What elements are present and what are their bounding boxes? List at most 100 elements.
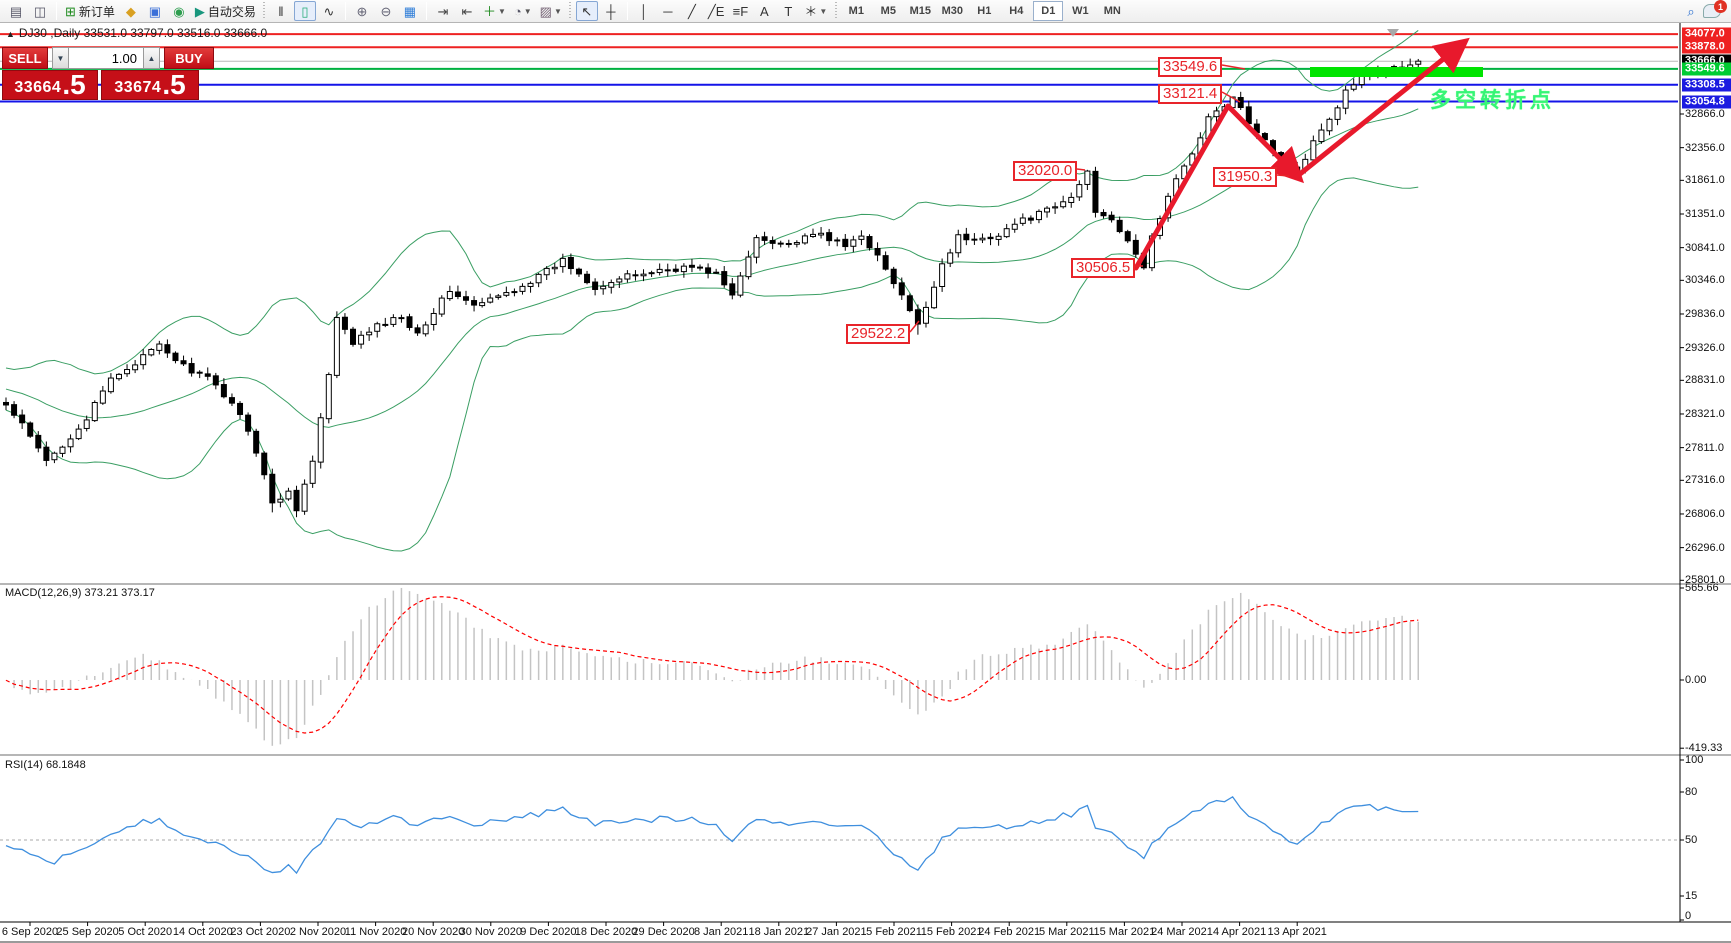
text-label-icon: T: [784, 3, 793, 19]
indicators-icon[interactable]: ＋ ▼: [480, 1, 509, 21]
timeframe-h4[interactable]: H4: [1009, 5, 1024, 17]
arrows-icon[interactable]: ＊ ▼: [801, 1, 830, 21]
toolbar-separator: [626, 2, 628, 20]
macd-label: MACD(12,26,9) 373.21 373.17: [5, 587, 155, 599]
date-label: 4 Apr 2021: [1212, 926, 1267, 938]
autotrading-icon-label: 自动交易: [207, 4, 256, 19]
timeframe-m30[interactable]: M30: [941, 5, 964, 17]
vertical-line-icon: │: [639, 3, 648, 19]
search-icon[interactable]: ⌕: [1687, 3, 1695, 19]
rsi-tick-label: 15: [1685, 890, 1698, 902]
price-tick-label: 31861.0: [1685, 174, 1725, 187]
chevron-down-icon[interactable]: ▼: [523, 6, 532, 16]
price-callout[interactable]: 31950.3: [1213, 167, 1278, 187]
strategy-tester-icon[interactable]: ◉: [168, 1, 190, 21]
date-label: 20 Nov 2020: [401, 926, 465, 938]
volume-decrease-icon[interactable]: ▼: [52, 47, 69, 69]
chevron-down-icon[interactable]: ▼: [497, 6, 506, 16]
tile-windows-icon[interactable]: ▦: [399, 1, 421, 21]
chart-shift-marker[interactable]: [1387, 29, 1399, 37]
date-label: 8 Jan 2021: [693, 926, 749, 938]
vertical-line-icon[interactable]: │: [633, 1, 655, 21]
zoom-in-icon[interactable]: ⊕: [351, 1, 373, 21]
price-callout[interactable]: 30506.5: [1071, 258, 1136, 278]
timeframe-m15[interactable]: M15: [909, 5, 932, 17]
bollinger-bands: [5, 30, 1419, 552]
date-label: 9 Dec 2020: [520, 926, 577, 938]
terminal-icon[interactable]: ▣: [144, 1, 166, 21]
price-tick-label: 28321.0: [1685, 407, 1725, 420]
price-callout[interactable]: 33121.4: [1158, 84, 1223, 104]
support-zone-bar: [1310, 67, 1483, 77]
text-label-icon[interactable]: T: [777, 1, 799, 21]
periods-icon[interactable]: ◔ ▼: [511, 1, 535, 21]
metaeditor-icon[interactable]: ◆: [120, 1, 142, 21]
new-order-icon[interactable]: ⊞ 新订单: [62, 1, 118, 21]
zoom-in-icon: ⊕: [356, 3, 368, 19]
profiles-icon[interactable]: ◫: [29, 1, 51, 21]
autotrading-icon[interactable]: ▶ 自动交易: [192, 1, 259, 21]
templates-icon[interactable]: ▨ ▼: [537, 1, 565, 21]
text-icon[interactable]: A: [753, 1, 775, 21]
rsi-tick-label: 100: [1685, 754, 1704, 766]
timeframe-m1[interactable]: M1: [848, 5, 864, 17]
price-callout[interactable]: 29522.2: [846, 324, 911, 344]
price-tick-label: 29326.0: [1685, 341, 1725, 354]
bar-chart-icon[interactable]: ‖: [270, 1, 292, 21]
trend-annotation-text[interactable]: 多空转折点: [1430, 89, 1555, 112]
timeframe-m5[interactable]: M5: [880, 5, 896, 17]
metaeditor-icon: ◆: [125, 3, 136, 19]
date-label: 5 Mar 2021: [1038, 926, 1095, 938]
line-chart-icon: ∿: [323, 3, 335, 19]
trendline-icon: ╱: [687, 3, 696, 19]
line-chart-icon[interactable]: ∿: [318, 1, 340, 21]
date-label: 11 Nov 2020: [344, 926, 407, 938]
trendline-icon[interactable]: ╱: [681, 1, 703, 21]
chart-shift-icon[interactable]: ⇤: [456, 1, 478, 21]
fibonacci-icon[interactable]: ≡F: [729, 1, 751, 21]
cursor-icon[interactable]: ↖: [575, 1, 598, 21]
new-chart-icon: ▤: [9, 3, 23, 19]
crosshair-icon[interactable]: ┼: [600, 1, 622, 21]
price-callout[interactable]: 32020.0: [1013, 161, 1078, 181]
date-label: 29 Dec 2020: [632, 926, 695, 938]
equidistant-channel-icon: ╱E: [707, 3, 725, 19]
buy-price-frac: .5: [162, 69, 186, 101]
candlestick-chart-icon[interactable]: ▯: [293, 1, 316, 21]
sell-button[interactable]: SELL: [2, 47, 48, 69]
timeframe-w1[interactable]: W1: [1072, 5, 1089, 17]
new-order-icon: ⊞: [65, 3, 76, 19]
date-label: 5 Oct 2020: [118, 926, 173, 938]
time-axis[interactable]: 6 Sep 2020 25 Sep 2020 5 Oct 2020 14 Oct 20…: [0, 924, 1731, 942]
timeframe-h1[interactable]: H1: [977, 5, 992, 17]
chat-icon[interactable]: 1: [1703, 0, 1727, 18]
sell-price[interactable]: 33664.5: [2, 70, 98, 100]
chevron-down-icon[interactable]: ▼: [553, 6, 562, 16]
chevron-down-icon[interactable]: ▼: [819, 6, 828, 16]
price-axis[interactable]: 32866.0 32356.0 31861.0 31351.0 30841.0 30346…: [1682, 23, 1731, 922]
bar-chart-icon: ‖: [278, 3, 284, 19]
horizontal-line-icon[interactable]: ─: [657, 1, 679, 21]
volume-increase-icon[interactable]: ▲: [143, 47, 160, 69]
buy-price[interactable]: 33674.5: [101, 70, 199, 100]
zoom-out-icon[interactable]: ⊖: [375, 1, 397, 21]
macd-tick-label: -419.33: [1685, 742, 1723, 755]
new-chart-icon[interactable]: ▤: [5, 1, 27, 21]
auto-scroll-icon[interactable]: ⇥: [432, 1, 454, 21]
profiles-icon: ◫: [33, 3, 47, 19]
equidistant-channel-icon[interactable]: ╱E: [705, 1, 728, 21]
price-tick-label: 32356.0: [1685, 141, 1725, 154]
main-chart-canvas[interactable]: [0, 23, 1731, 943]
fibonacci-icon: ≡F: [732, 3, 749, 19]
sell-price-main: 33664: [14, 79, 62, 96]
trade-panel-toggle-icon[interactable]: ▲: [6, 29, 15, 39]
timeframe-mn[interactable]: MN: [1103, 5, 1121, 17]
notification-badge: 1: [1714, 0, 1727, 13]
price-callout[interactable]: 33549.6: [1158, 57, 1223, 77]
timeframe-d1[interactable]: D1: [1033, 1, 1064, 21]
rsi-tick-label: 50: [1685, 834, 1698, 846]
date-label: 27 Jan 2021: [806, 926, 867, 938]
volume-input[interactable]: 1.00: [69, 47, 143, 69]
buy-button[interactable]: BUY: [164, 47, 214, 69]
strategy-tester-icon: ◉: [173, 3, 185, 19]
